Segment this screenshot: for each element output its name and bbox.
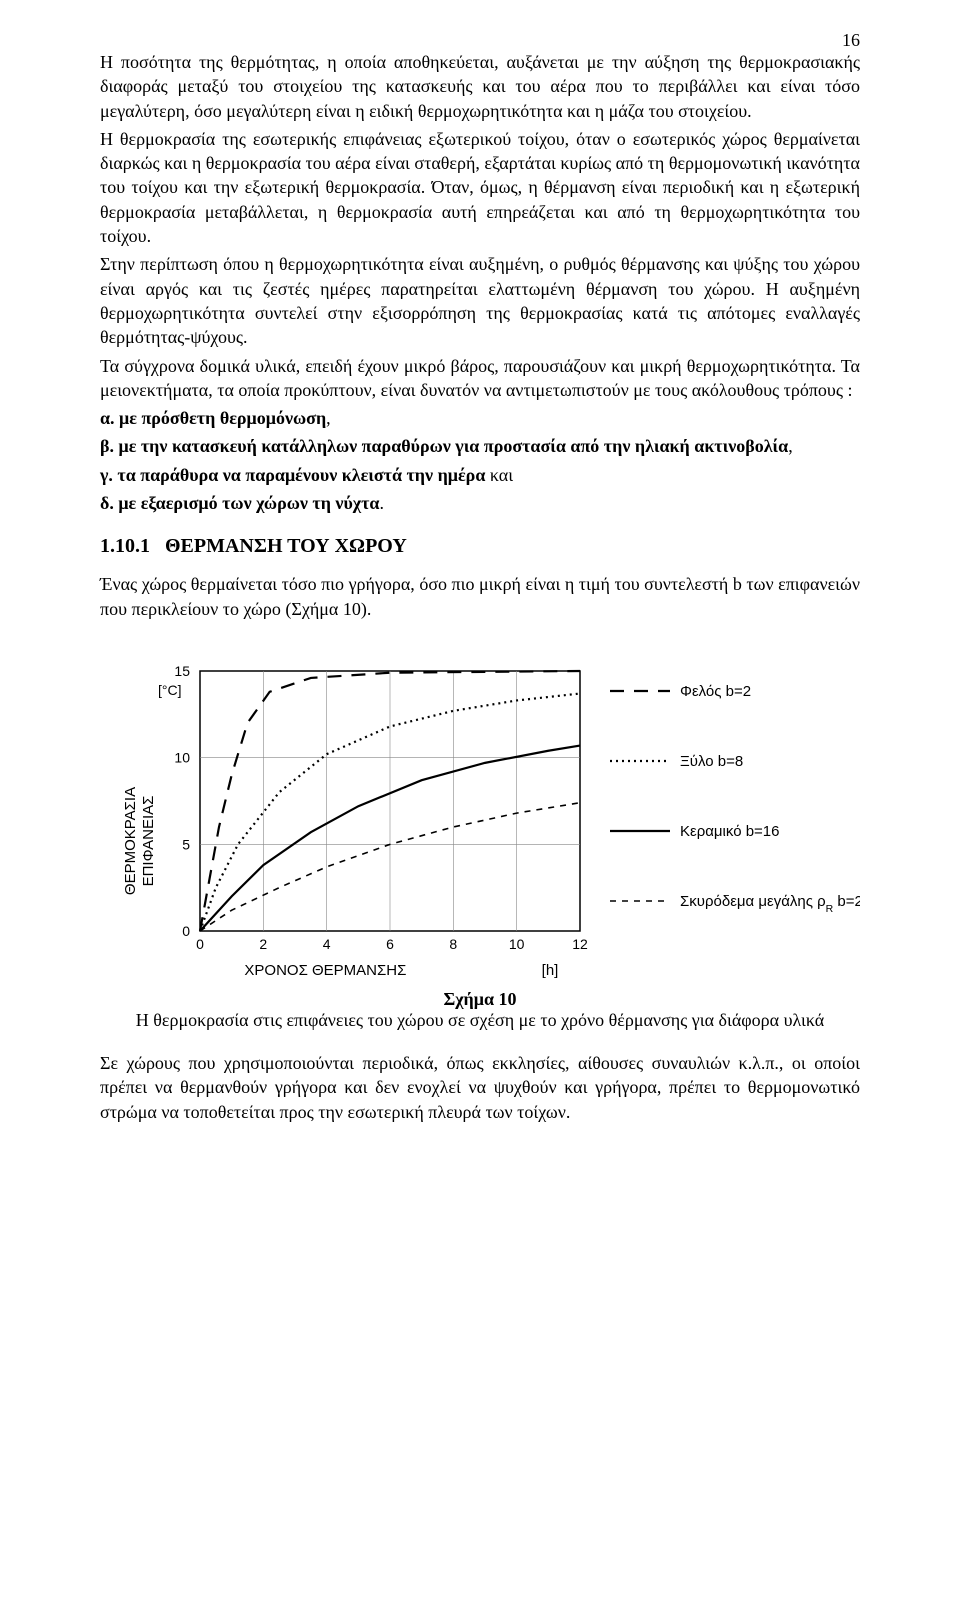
list-d-prefix: δ.	[100, 493, 114, 513]
section-title: 1.10.1 ΘΕΡΜΑΝΣΗ ΤΟΥ ΧΩΡΟΥ	[100, 535, 860, 558]
svg-text:0: 0	[182, 923, 190, 939]
svg-text:12: 12	[572, 936, 588, 952]
list-d-bold: με εξαερισμό των χώρων τη νύχτα	[114, 493, 380, 513]
svg-text:4: 4	[323, 936, 331, 952]
svg-text:10: 10	[509, 936, 525, 952]
svg-text:8: 8	[449, 936, 457, 952]
svg-text:Κεραμικό b=16: Κεραμικό b=16	[680, 823, 780, 840]
svg-text:ΕΠΙΦΑΝΕΙΑΣ: ΕΠΙΦΑΝΕΙΑΣ	[140, 796, 157, 887]
svg-text:10: 10	[174, 750, 190, 766]
section-number: 1.10.1	[100, 535, 150, 557]
list-c-prefix: γ.	[100, 465, 113, 485]
svg-text:6: 6	[386, 936, 394, 952]
closing-paragraph: Σε χώρους που χρησιμοποιούνται περιοδικά…	[100, 1051, 860, 1124]
figure-caption: Σχήμα 10 Η θερμοκρασία στις επιφάνειες τ…	[100, 989, 860, 1031]
paragraph-1: Η ποσότητα της θερμότητας, η οποία αποθη…	[100, 50, 860, 123]
caption-bold: Σχήμα 10	[443, 989, 516, 1009]
svg-text:Φελός b=2: Φελός b=2	[680, 683, 751, 700]
svg-text:0: 0	[196, 936, 204, 952]
list-b-bold: β. με την κατασκευή κατάλληλων παραθύρων…	[100, 436, 788, 456]
list-c-bold: τα παράθυρα να παραμένουν κλειστά την ημ…	[113, 465, 485, 485]
section-name: ΘΕΡΜΑΝΣΗ ΤΟΥ ΧΩΡΟΥ	[165, 535, 407, 557]
caption-rest: Η θερμοκρασία στις επιφάνειες του χώρου …	[136, 1010, 824, 1030]
list-item-b: β. με την κατασκευή κατάλληλων παραθύρων…	[100, 434, 860, 458]
list-a-bold: α. με πρόσθετη θερμομόνωση	[100, 408, 326, 428]
paragraph-2: Η θερμοκρασία της εσωτερικής επιφάνειας …	[100, 127, 860, 248]
paragraph-4: Τα σύγχρονα δομικά υλικά, επειδή έχουν μ…	[100, 354, 860, 403]
list-b-comma: ,	[788, 436, 793, 456]
svg-text:[°C]: [°C]	[158, 682, 182, 698]
svg-text:Ξύλο b=8: Ξύλο b=8	[680, 753, 743, 770]
paragraph-3: Στην περίπτωση όπου η θερμοχωρητικότητα …	[100, 252, 860, 349]
svg-text:ΘΕΡΜΟΚΡΑΣΙΑ: ΘΕΡΜΟΚΡΑΣΙΑ	[122, 787, 139, 895]
list-item-a: α. με πρόσθετη θερμομόνωση,	[100, 406, 860, 430]
page-number: 16	[842, 30, 860, 51]
section-paragraph: Ένας χώρος θερμαίνεται τόσο πιο γρήγορα,…	[100, 572, 860, 621]
svg-text:[h]: [h]	[542, 962, 559, 979]
svg-text:Σκυρόδεμα μεγάλης ρR b=25: Σκυρόδεμα μεγάλης ρR b=25	[680, 893, 860, 915]
figure-10: 0 2 4 6 8 10 12 0 5 10 15 [°C] ΘΕΡΜΟΚΡΑΣΙΑΕΠΙΦΑΝΕΙΑΣ…	[100, 651, 860, 1031]
list-c-suffix: και	[485, 465, 513, 485]
svg-text:15: 15	[174, 663, 190, 679]
chart-svg: 0 2 4 6 8 10 12 0 5 10 15 [°C] ΘΕΡΜΟΚΡΑΣΙΑΕΠΙΦΑΝΕΙΑΣ…	[100, 651, 860, 981]
list-item-d: δ. με εξαερισμό των χώρων τη νύχτα.	[100, 491, 860, 515]
page: 16 Η ποσότητα της θερμότητας, η οποία απ…	[0, 0, 960, 1622]
list-a-comma: ,	[326, 408, 331, 428]
svg-text:5: 5	[182, 836, 190, 852]
list-d-suffix: .	[379, 493, 384, 513]
svg-text:2: 2	[259, 936, 267, 952]
list-item-c: γ. τα παράθυρα να παραμένουν κλειστά την…	[100, 463, 860, 487]
svg-text:ΧΡΟΝΟΣ ΘΕΡΜΑΝΣΗΣ: ΧΡΟΝΟΣ ΘΕΡΜΑΝΣΗΣ	[244, 962, 406, 979]
